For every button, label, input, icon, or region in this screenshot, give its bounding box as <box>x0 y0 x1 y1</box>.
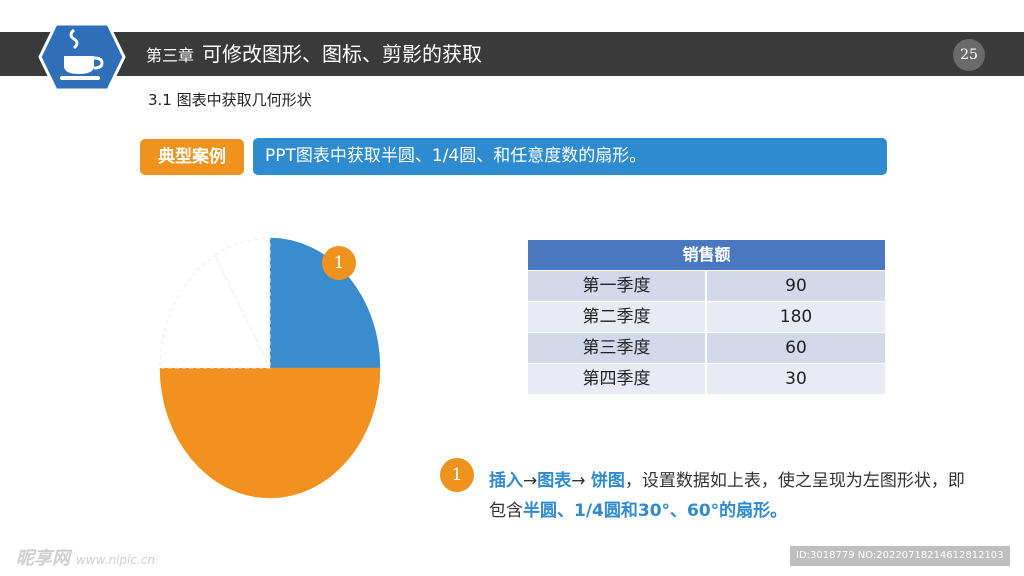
table-row: 第一季度 90 <box>528 270 885 301</box>
table-row: 第四季度 30 <box>528 363 885 394</box>
pie-slice <box>159 254 271 369</box>
case-description: PPT图表中获取半圆、1/4圆、和任意度数的扇形。 <box>253 138 887 175</box>
instr-arrow: → <box>523 471 538 491</box>
table-cell-value: 60 <box>707 332 885 363</box>
watermark-url: www.nipic.cn <box>76 553 155 567</box>
instruction-marker-badge: 1 <box>440 458 474 492</box>
instruction-text: 插入→图表→ 饼图，设置数据如上表，使之呈现为左图形状，即包含半圆、1/4圆和3… <box>489 466 979 526</box>
chapter-title: 第三章 可修改图形、图标、剪影的获取 <box>146 32 482 76</box>
page-number: 25 <box>953 39 985 71</box>
watermark-left: 昵享网 www.nipic.cn <box>16 544 155 570</box>
chapter-logo <box>38 22 126 92</box>
table-cell-value: 30 <box>707 363 885 394</box>
instr-highlight: 半圆、1/4圆和30°、60°的扇形。 <box>523 501 788 521</box>
instr-chart: 图表 <box>537 471 572 491</box>
watermark-brand: 昵享网 <box>16 548 70 569</box>
table-header: 销售额 <box>528 240 885 270</box>
section-title: 3.1 图表中获取几何形状 <box>148 91 312 109</box>
case-tag: 典型案例 <box>140 139 244 175</box>
pie-marker-badge: 1 <box>322 246 356 280</box>
table-cell-value: 180 <box>707 301 885 332</box>
coffee-cup-icon <box>60 28 104 80</box>
title-bar <box>0 32 1024 76</box>
chapter-name: 可修改图形、图标、剪影的获取 <box>202 42 483 66</box>
pie-slice <box>214 237 271 369</box>
instr-insert: 插入 <box>489 471 523 491</box>
table-cell-value: 90 <box>707 270 885 301</box>
table-cell-label: 第一季度 <box>528 270 707 301</box>
pie-slice <box>159 367 381 499</box>
chapter-prefix: 第三章 <box>146 46 195 65</box>
watermark-id: ID:3018779 NO:20220718214612812103 <box>790 546 1010 566</box>
pie-chart <box>150 228 390 508</box>
sales-table: 销售额 第一季度 90 第二季度 180 第三季度 60 第四季度 30 <box>528 240 885 394</box>
instr-pie: 饼图 <box>590 471 625 491</box>
instr-arrow: → <box>571 471 591 491</box>
table-cell-label: 第四季度 <box>528 363 707 394</box>
instr-body: ，设置数据如上表，使之呈现为左图形状，即包含 <box>489 471 965 521</box>
table-cell-label: 第三季度 <box>528 332 707 363</box>
table-cell-label: 第二季度 <box>528 301 707 332</box>
table-row: 第三季度 60 <box>528 332 885 363</box>
pie-svg <box>159 237 381 499</box>
table-row: 第二季度 180 <box>528 301 885 332</box>
